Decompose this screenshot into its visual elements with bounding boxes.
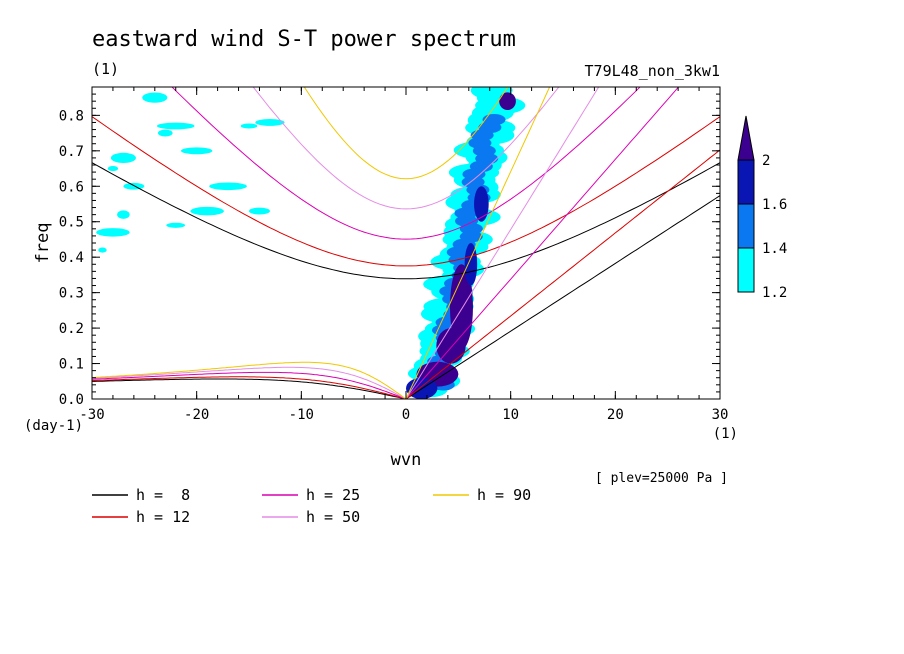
- power-patch: [156, 122, 195, 130]
- power-patch: [255, 119, 285, 126]
- dispersion-curves: [92, 87, 720, 399]
- colorbar-label: 2: [762, 153, 770, 169]
- x-unit-label: (1): [713, 426, 738, 442]
- x-tick-label: 30: [712, 407, 729, 423]
- power-patch: [157, 129, 173, 137]
- y-tick-label: 0.6: [59, 179, 84, 195]
- colorbar-segment: [737, 159, 755, 205]
- dispersion-curve-8: [92, 162, 720, 280]
- dispersion-curve-90: [92, 361, 407, 399]
- colorbar-segment: [737, 203, 755, 249]
- y-tick-label: 0.8: [59, 108, 84, 124]
- power-patch: [190, 206, 224, 216]
- power-band-mid: [482, 113, 506, 126]
- y-tick-label: 0.4: [59, 250, 84, 266]
- axis-ticks: -30 -20 -10 0 10 20 30 0.0 0.1 0.2 0.3 0.4 0.5 0.6 0.7…: [59, 87, 729, 423]
- y-tick-label: 0.3: [59, 286, 84, 302]
- dispersion-curve-50: [405, 87, 600, 399]
- plot-frame: [91, 86, 721, 400]
- curve-legend: h = 8 h = 12 h = 25 h = 50 h = 90: [92, 486, 531, 526]
- power-patch: [209, 182, 247, 191]
- x-axis-label: wvn: [391, 450, 422, 470]
- x-tick-label: 10: [502, 407, 519, 423]
- power-core: [436, 328, 466, 364]
- power-patch: [240, 123, 258, 129]
- dispersion-curve-90: [405, 87, 551, 399]
- power-patch: [98, 247, 107, 253]
- colorbar-segment: [737, 247, 755, 293]
- power-patch: [107, 165, 119, 172]
- legend-label: h = 8: [136, 486, 190, 504]
- dispersion-curve-12: [92, 116, 720, 267]
- power-patch: [110, 152, 136, 164]
- power-patch: [117, 210, 130, 219]
- colorbar-label: 1.6: [762, 197, 787, 213]
- power-patch: [123, 182, 145, 190]
- colorbar-label: 1.2: [762, 285, 787, 301]
- power-band-mid: [459, 230, 483, 243]
- dispersion-curve-50: [252, 87, 560, 210]
- dispersion-curve-50: [92, 366, 407, 399]
- dispersion-curve-8: [405, 195, 720, 399]
- power-patch: [96, 228, 130, 237]
- power-shading: [96, 87, 526, 399]
- dispersion-curve-25: [92, 371, 407, 399]
- y-tick-label: 0.2: [59, 321, 84, 337]
- dispersion-curve-12: [405, 149, 720, 399]
- plot-area: -30 -20 -10 0 10 20 30 0.0 0.1 0.2 0.3 0.4 0.5 0.6 0.7…: [59, 86, 729, 423]
- y-tick-label: 0.0: [59, 392, 84, 408]
- power-patch: [142, 92, 168, 103]
- y-axis-label: freq: [33, 223, 53, 264]
- dispersion-curve-8: [92, 378, 407, 399]
- legend-label: h = 12: [136, 508, 190, 526]
- x-tick-label: -30: [79, 407, 104, 423]
- power-patch: [249, 207, 270, 215]
- power-core: [464, 243, 478, 286]
- x-tick-label: -20: [184, 407, 209, 423]
- subtitle-left: (1): [92, 60, 119, 78]
- power-patch: [180, 147, 213, 155]
- subtitle-right: T79L48_non_3kw1: [585, 62, 720, 80]
- dispersion-curve-25: [171, 87, 641, 240]
- x-tick-label: 0: [402, 407, 410, 423]
- colorbar: 1.2 1.4 1.6 2: [737, 115, 787, 301]
- chart-title: eastward wind S-T power spectrum: [92, 27, 516, 52]
- dispersion-curve-25: [405, 87, 680, 399]
- x-tick-label: 20: [607, 407, 624, 423]
- x-tick-label: -10: [289, 407, 314, 423]
- dispersion-curve-12: [92, 376, 407, 399]
- legend-label: h = 90: [477, 486, 531, 504]
- legend-label: h = 50: [306, 508, 360, 526]
- dispersion-curve-90: [303, 87, 509, 180]
- y-unit-label: (day-1): [24, 418, 83, 434]
- y-tick-label: 0.7: [59, 144, 84, 160]
- power-core: [449, 264, 473, 350]
- power-core: [499, 92, 516, 111]
- level-annotation: [ plev=25000 Pa ]: [595, 471, 728, 486]
- colorbar-label: 1.4: [762, 241, 787, 257]
- y-tick-label: 0.5: [59, 215, 84, 231]
- legend-label: h = 25: [306, 486, 360, 504]
- power-patch: [166, 222, 186, 228]
- power-core: [474, 186, 489, 222]
- y-tick-label: 0.1: [59, 357, 84, 373]
- colorbar-extension: [737, 115, 755, 161]
